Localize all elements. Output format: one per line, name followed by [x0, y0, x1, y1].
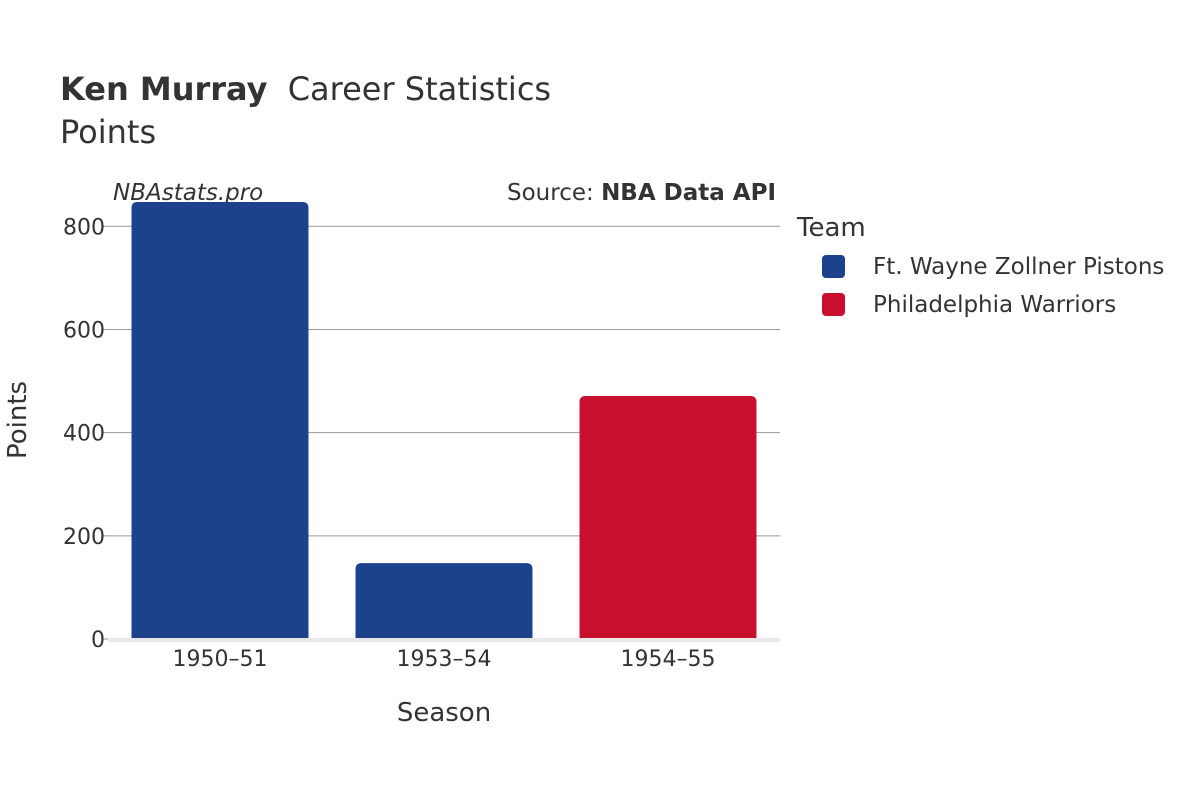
source-name: NBA Data API: [601, 180, 776, 206]
x-tick-label: 1953–54: [397, 647, 492, 672]
y-tick-label: 400: [63, 422, 105, 447]
legend-swatch: [822, 293, 845, 316]
y-axis-ticks: 0 200 400 600 800: [63, 215, 108, 653]
y-tick-label: 200: [63, 525, 105, 550]
y-tick-label: 0: [91, 628, 105, 653]
x-axis-ticks: 1950–51 1953–54 1954–55: [173, 647, 716, 672]
y-tick-label: 800: [63, 215, 105, 240]
chart-title: Ken Murray Career Statistics: [60, 70, 551, 108]
title-rest: Career Statistics: [288, 70, 551, 108]
legend-item-label: Ft. Wayne Zollner Pistons: [873, 254, 1164, 280]
watermark: NBAstats.pro: [113, 180, 263, 206]
source: Source: NBA Data API: [507, 180, 776, 206]
x-tick-label: 1950–51: [173, 647, 268, 672]
chart-subtitle: Points: [60, 113, 156, 151]
y-tick-label: 600: [63, 318, 105, 343]
legend: Ft. Wayne Zollner Pistons Philadelphia Wa…: [822, 254, 1164, 318]
x-axis-baseline: [108, 638, 780, 642]
legend-item-label: Philadelphia Warriors: [873, 292, 1116, 318]
player-name: Ken Murray: [60, 70, 268, 108]
legend-title: Team: [796, 213, 866, 243]
bar: [579, 396, 757, 639]
source-label: Source:: [507, 180, 601, 206]
legend-swatch: [822, 255, 845, 278]
y-axis-label: Points: [3, 381, 33, 459]
x-axis-label: Season: [397, 698, 491, 728]
bar: [131, 202, 309, 639]
x-tick-label: 1954–55: [621, 647, 716, 672]
bar: [355, 563, 533, 639]
bars: [131, 202, 757, 639]
